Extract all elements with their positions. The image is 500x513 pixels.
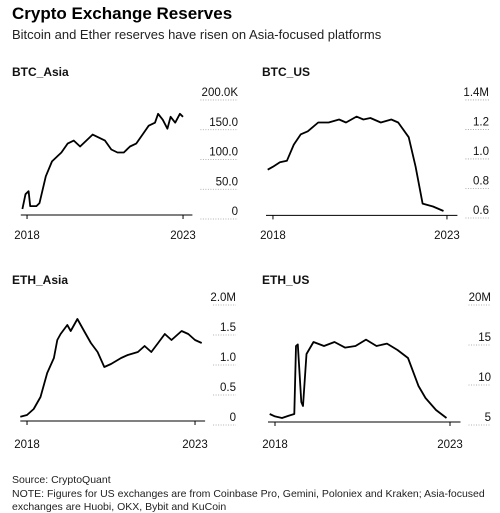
x-tick-label: 2023	[437, 439, 463, 451]
y-tick-label: 0.8	[473, 175, 489, 187]
x-tick-label: 2018	[260, 230, 286, 242]
y-tick-label: 5	[485, 412, 491, 424]
y-tick-label: 1.4M	[463, 87, 489, 99]
x-tick-label: 2018	[14, 439, 40, 451]
panel-title: ETH_Asia	[12, 273, 68, 287]
charts: BTC_Asia 0 50.0 100.0 150.0 200.0K 2018 2023 BTC…	[12, 65, 491, 451]
y-tick-label: 2.0M	[210, 292, 236, 304]
x-tick-label: 2023	[434, 230, 460, 242]
y-tick-label: 50.0	[216, 176, 238, 188]
subtitle: Bitcoin and Ether reserves have risen on…	[12, 27, 382, 42]
x-tick-label: 2018	[262, 439, 288, 451]
x-tick-label: 2018	[14, 230, 40, 242]
note: NOTE: Figures for US exchanges are from …	[12, 488, 485, 513]
y-tick-label: 0.5	[220, 382, 236, 394]
y-tick-label: 1.5	[220, 322, 236, 334]
y-tick-label: 20M	[469, 292, 491, 304]
y-tick-label: 10	[478, 372, 491, 384]
title: Crypto Exchange Reserves	[12, 4, 233, 23]
line	[267, 115, 444, 212]
line	[20, 318, 203, 418]
y-tick-label: 200.0K	[202, 87, 239, 99]
y-tick-label: 1.0	[473, 146, 489, 158]
panel-title: BTC_US	[262, 65, 310, 79]
x-tick-label: 2023	[182, 439, 208, 451]
y-tick-label: 150.0	[209, 117, 238, 129]
line	[21, 112, 184, 210]
y-tick-label: 15	[478, 332, 491, 344]
x-tick-label: 2023	[170, 230, 196, 242]
y-tick-label: 0.6	[473, 205, 489, 217]
panel-title: BTC_Asia	[12, 65, 69, 79]
y-tick-label: 0	[232, 206, 238, 218]
y-tick-label: 1.0	[220, 352, 236, 364]
y-tick-label: 1.2	[473, 116, 489, 128]
y-tick-label: 100.0	[209, 147, 238, 159]
source: Source: CryptoQuant	[12, 474, 111, 486]
panel-title: ETH_US	[262, 273, 309, 287]
line	[269, 338, 448, 419]
y-tick-label: 0	[230, 412, 236, 424]
